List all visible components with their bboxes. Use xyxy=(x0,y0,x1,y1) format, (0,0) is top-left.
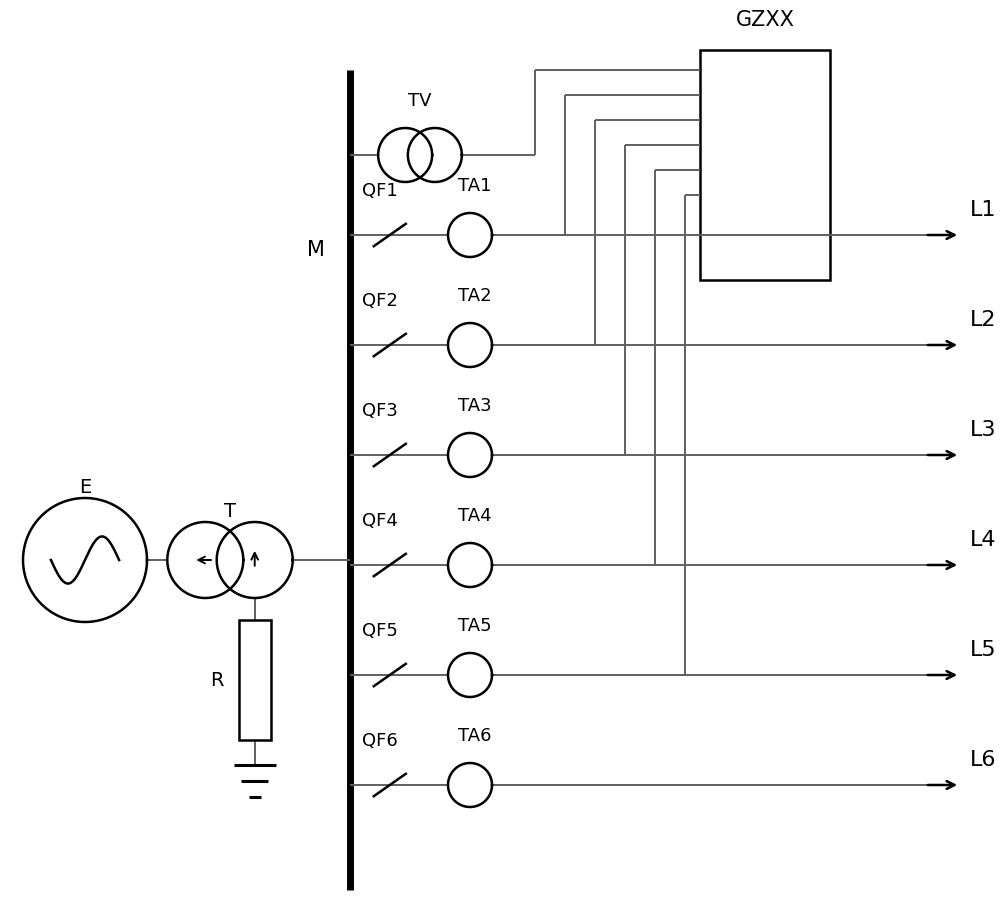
Polygon shape xyxy=(167,522,243,598)
Text: QF4: QF4 xyxy=(362,512,398,530)
Text: GZXX: GZXX xyxy=(736,10,794,30)
Text: TA6: TA6 xyxy=(458,727,492,745)
Polygon shape xyxy=(23,498,147,622)
Text: QF5: QF5 xyxy=(362,622,398,640)
Text: TA4: TA4 xyxy=(458,507,492,525)
Polygon shape xyxy=(448,433,492,477)
Text: TA3: TA3 xyxy=(458,397,492,415)
Text: E: E xyxy=(79,478,91,497)
Polygon shape xyxy=(448,653,492,697)
Polygon shape xyxy=(217,522,293,598)
Text: TV: TV xyxy=(408,92,432,110)
Text: TA2: TA2 xyxy=(458,287,492,305)
Text: L2: L2 xyxy=(970,310,996,330)
Text: QF3: QF3 xyxy=(362,402,398,420)
Polygon shape xyxy=(448,763,492,807)
Text: L5: L5 xyxy=(970,640,997,660)
Bar xyxy=(700,50,830,280)
Text: TA1: TA1 xyxy=(458,177,492,195)
Polygon shape xyxy=(448,323,492,367)
Text: QF6: QF6 xyxy=(362,732,398,750)
Text: R: R xyxy=(210,670,224,690)
Polygon shape xyxy=(448,543,492,587)
Text: L3: L3 xyxy=(970,420,996,440)
Text: QF2: QF2 xyxy=(362,292,398,310)
Text: T: T xyxy=(224,502,236,521)
Text: TA5: TA5 xyxy=(458,617,492,635)
Text: L1: L1 xyxy=(970,200,996,220)
Polygon shape xyxy=(378,128,432,182)
Bar xyxy=(239,620,271,740)
Text: L6: L6 xyxy=(970,750,996,770)
Text: QF1: QF1 xyxy=(362,182,398,200)
Text: M: M xyxy=(307,240,325,260)
Polygon shape xyxy=(448,213,492,257)
Text: L4: L4 xyxy=(970,530,996,550)
Polygon shape xyxy=(408,128,462,182)
